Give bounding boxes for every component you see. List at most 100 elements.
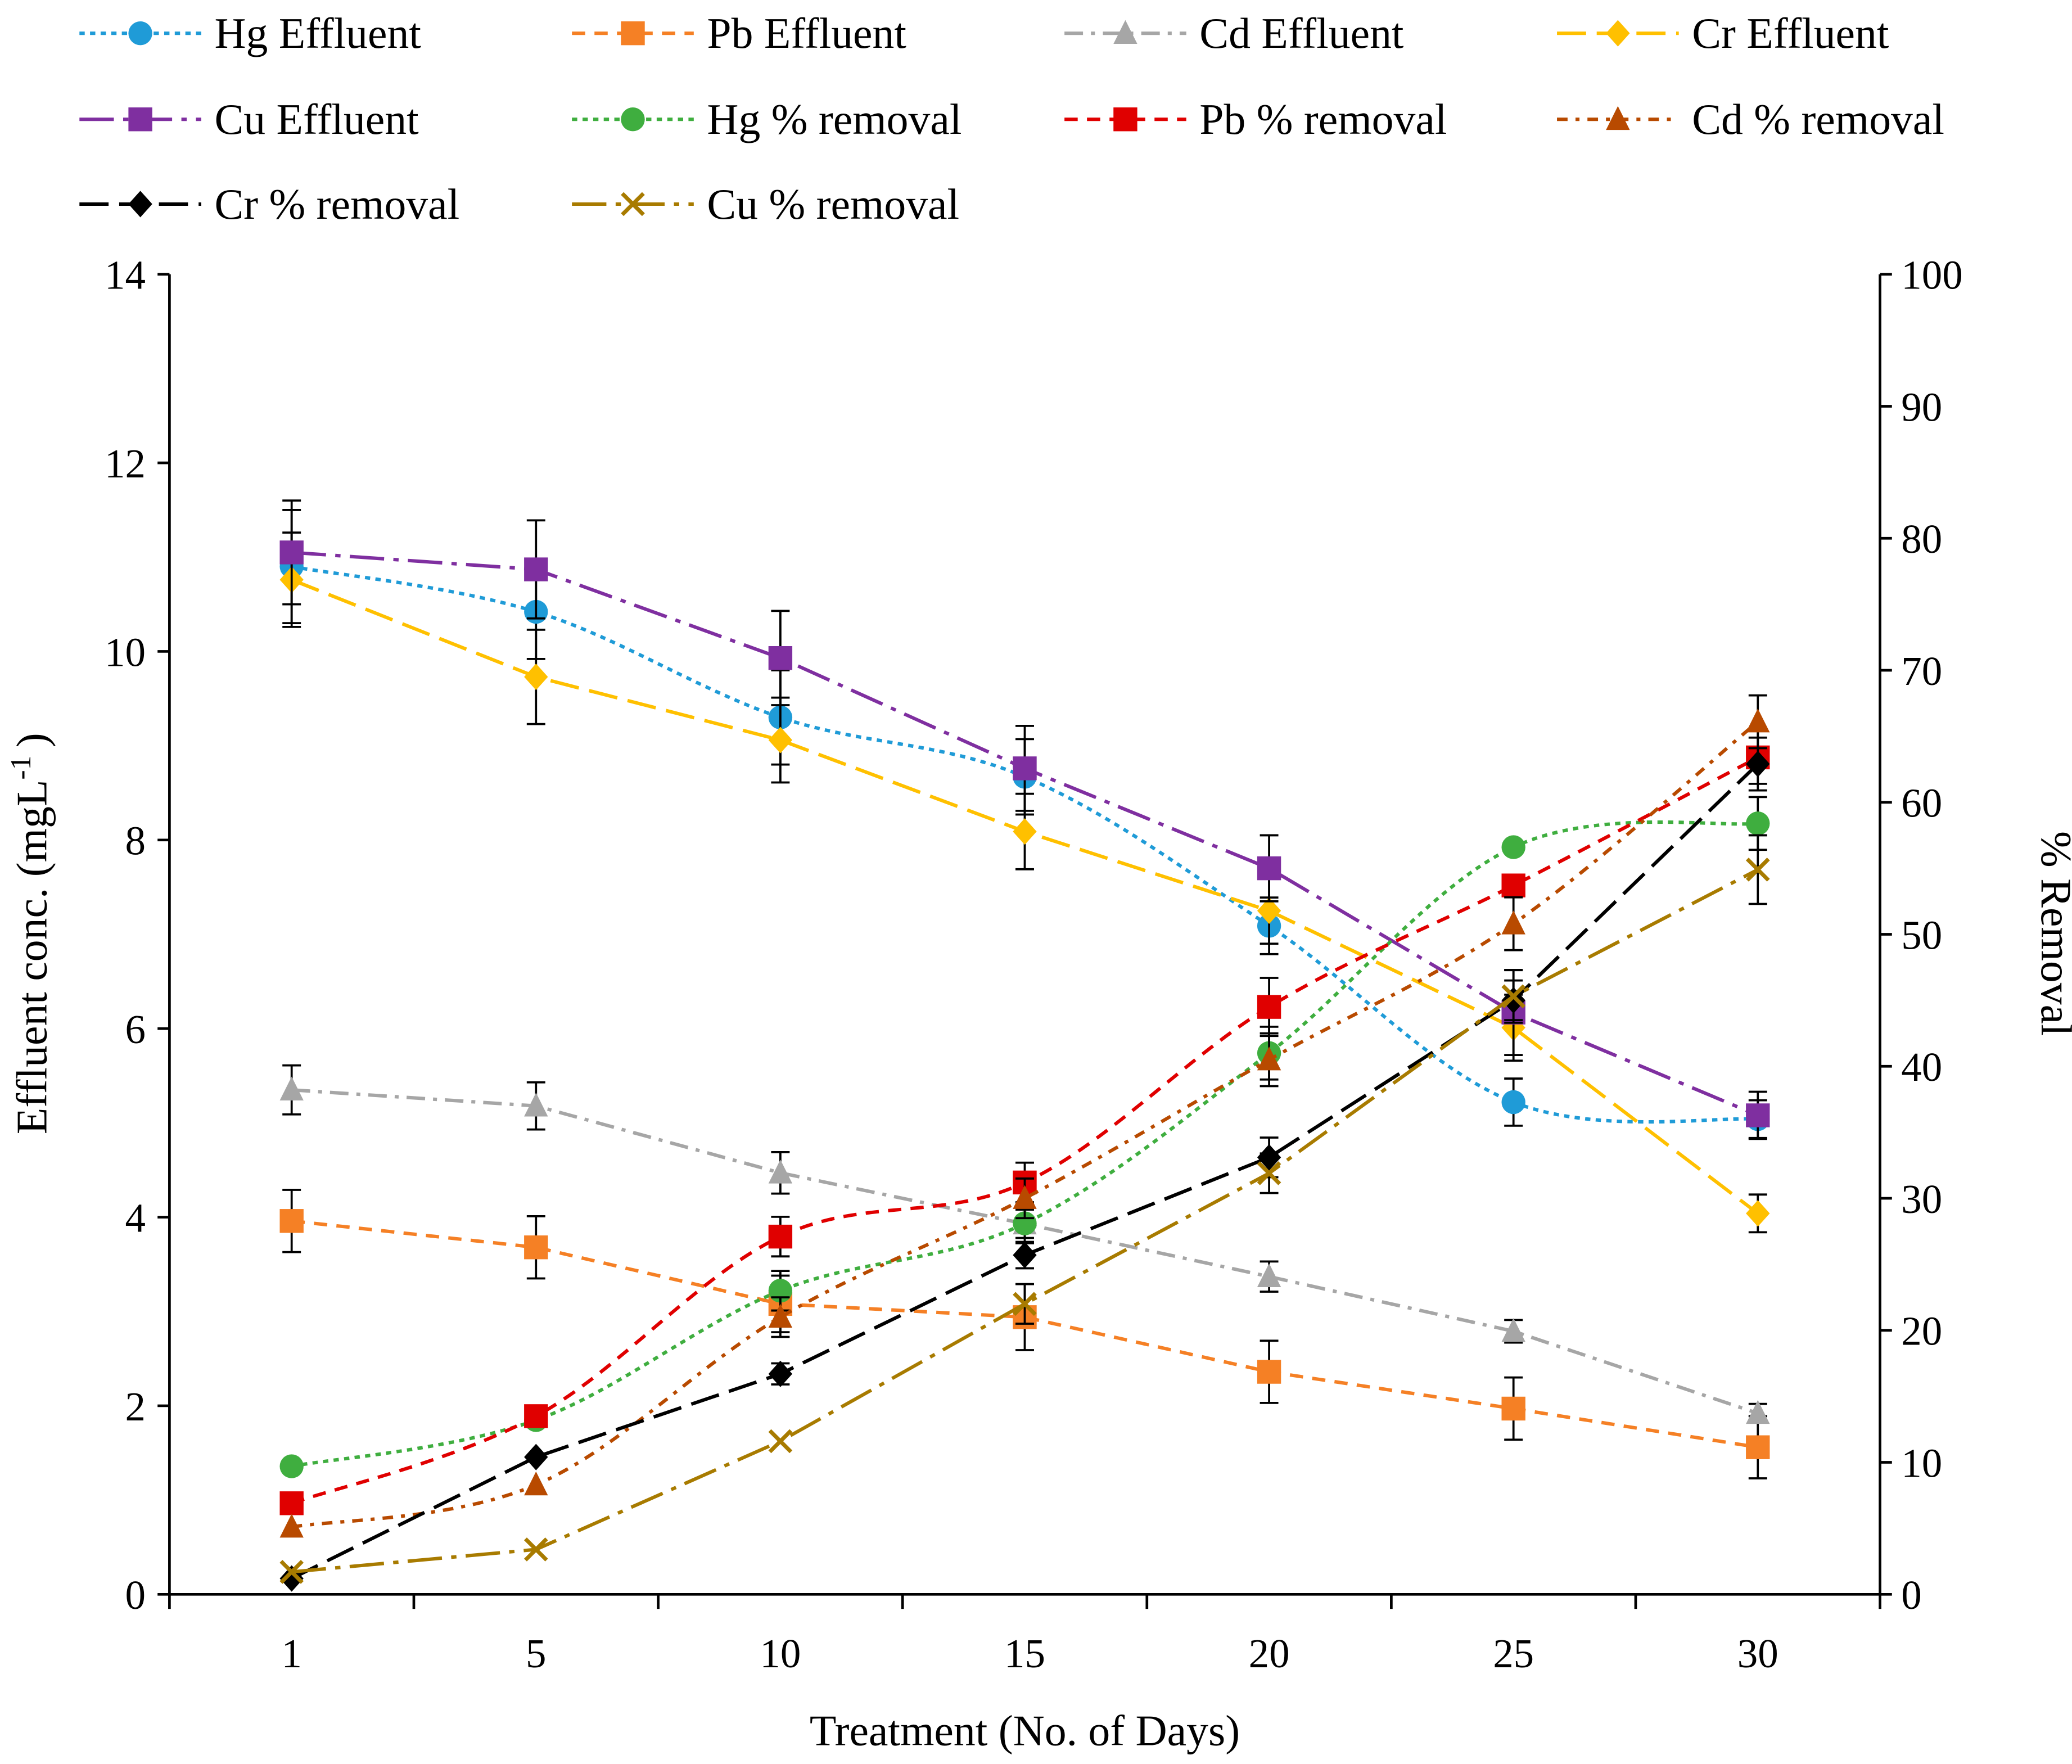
y-right-tick-label: 80	[1901, 516, 1942, 562]
y-axis-right-label: % Removal	[2032, 831, 2072, 1036]
data-point	[279, 1454, 304, 1478]
y-left-tick-label: 6	[125, 1007, 146, 1052]
data-point	[279, 1209, 304, 1233]
y-left-tick-label: 4	[125, 1195, 146, 1240]
legend-item-pb-effluent: Pb Effluent	[572, 9, 906, 57]
data-point	[768, 1160, 793, 1184]
legend-label: Hg % removal	[707, 95, 961, 143]
data-point	[1257, 1046, 1281, 1071]
data-point	[1746, 1435, 1770, 1459]
y-axis-left-label: Effluent conc. (mgL-1)	[5, 733, 56, 1134]
data-point	[1746, 811, 1770, 836]
data-point	[1501, 1318, 1525, 1342]
data-point	[768, 1224, 793, 1249]
legend-item-hg-pct-removal: Hg % removal	[572, 95, 961, 143]
legend-item-pb-pct-removal: Pb % removal	[1064, 95, 1447, 143]
y-right-tick-label: 90	[1901, 384, 1942, 430]
data-point	[1501, 1090, 1525, 1115]
legend-marker	[621, 192, 645, 216]
data-point	[1746, 1200, 1770, 1227]
data-point	[1013, 818, 1037, 845]
x-axis-label: Treatment (No. of Days)	[810, 1707, 1240, 1755]
x-tick-label: 10	[760, 1631, 801, 1676]
y-right-tick-label: 0	[1901, 1572, 1922, 1618]
legend-item-cd-effluent: Cd Effluent	[1064, 9, 1404, 57]
y-left-tick-label: 12	[105, 441, 146, 486]
legend: Hg Effluent Pb Effluent Cd Effluent Cr Effl…	[79, 9, 1944, 228]
data-point	[1257, 897, 1281, 924]
data-point	[1501, 835, 1525, 859]
series-cu-effluent	[279, 499, 1770, 1140]
plot-area	[279, 499, 1770, 1592]
y-left-tick-label: 10	[105, 629, 146, 675]
y-right-tick-label: 60	[1901, 781, 1942, 826]
legend-label: Pb Effluent	[707, 9, 906, 57]
data-point	[768, 1429, 793, 1454]
y-right-tick-label: 40	[1901, 1044, 1942, 1090]
legend-marker	[128, 191, 152, 218]
legend-marker	[621, 107, 645, 132]
data-point	[1257, 856, 1281, 881]
y-right-tick-label: 70	[1901, 648, 1942, 694]
legend-label: Cr % removal	[214, 180, 459, 228]
data-point	[524, 664, 548, 691]
data-point	[1746, 1103, 1770, 1127]
y-left-tick-label: 2	[125, 1384, 146, 1429]
y-right-tick-label: 30	[1901, 1176, 1942, 1222]
legend-item-cu-pct-removal: Cu % removal	[572, 180, 959, 228]
y-left-tick-label: 14	[105, 252, 146, 298]
data-point	[1501, 910, 1525, 935]
legend-item-cd-pct-removal: Cd % removal	[1557, 95, 1944, 143]
legend-item-cr-effluent: Cr Effluent	[1557, 9, 1889, 57]
data-point	[279, 1076, 304, 1101]
legend-marker	[128, 21, 152, 46]
data-point	[1257, 995, 1281, 1019]
y-left-tick-label: 8	[125, 818, 146, 864]
data-point	[524, 557, 548, 581]
data-point	[1501, 1396, 1525, 1421]
data-point	[524, 1404, 548, 1428]
data-point	[768, 646, 793, 670]
legend-label: Cu % removal	[707, 180, 959, 228]
legend-item-cr-pct-removal: Cr % removal	[79, 180, 459, 228]
x-tick-label: 25	[1493, 1631, 1534, 1676]
legend-marker	[1606, 20, 1630, 47]
y-right-tick-label: 100	[1901, 252, 1962, 298]
data-point	[524, 1093, 548, 1117]
legend-marker	[1113, 20, 1137, 44]
data-point	[1257, 1161, 1281, 1185]
data-point	[1746, 751, 1770, 778]
legend-item-cu-effluent: Cu Effluent	[79, 95, 419, 143]
legend-marker	[128, 107, 152, 132]
data-point	[768, 727, 793, 754]
series-cu-pct-removal	[279, 834, 1770, 1584]
series-line	[291, 578, 1759, 1215]
data-point	[768, 1360, 793, 1387]
y-right-tick-label: 50	[1901, 912, 1942, 958]
x-tick-label: 5	[526, 1631, 546, 1676]
x-tick-label: 30	[1737, 1631, 1778, 1676]
legend-label: Cd % removal	[1692, 95, 1944, 143]
y-right-tick-label: 20	[1901, 1309, 1942, 1354]
legend-label: Pb % removal	[1199, 95, 1447, 143]
data-point	[1745, 858, 1770, 882]
x-tick-label: 15	[1004, 1631, 1045, 1676]
data-point	[524, 1443, 548, 1470]
series-cd-pct-removal	[279, 694, 1770, 1538]
x-tick-label: 1	[281, 1631, 302, 1676]
legend-label: Hg Effluent	[214, 9, 421, 57]
data-point	[1257, 1263, 1281, 1288]
x-tick-label: 20	[1249, 1631, 1290, 1676]
legend-marker	[1113, 107, 1137, 132]
data-point	[1746, 1400, 1770, 1424]
data-point	[1501, 873, 1525, 897]
data-point	[1746, 709, 1770, 733]
series-line	[291, 820, 1758, 1468]
data-point	[1013, 756, 1037, 781]
legend-label: Cd Effluent	[1199, 9, 1404, 57]
data-point	[524, 1235, 548, 1260]
y-left-tick-label: 0	[125, 1572, 146, 1618]
data-point	[279, 1491, 304, 1515]
